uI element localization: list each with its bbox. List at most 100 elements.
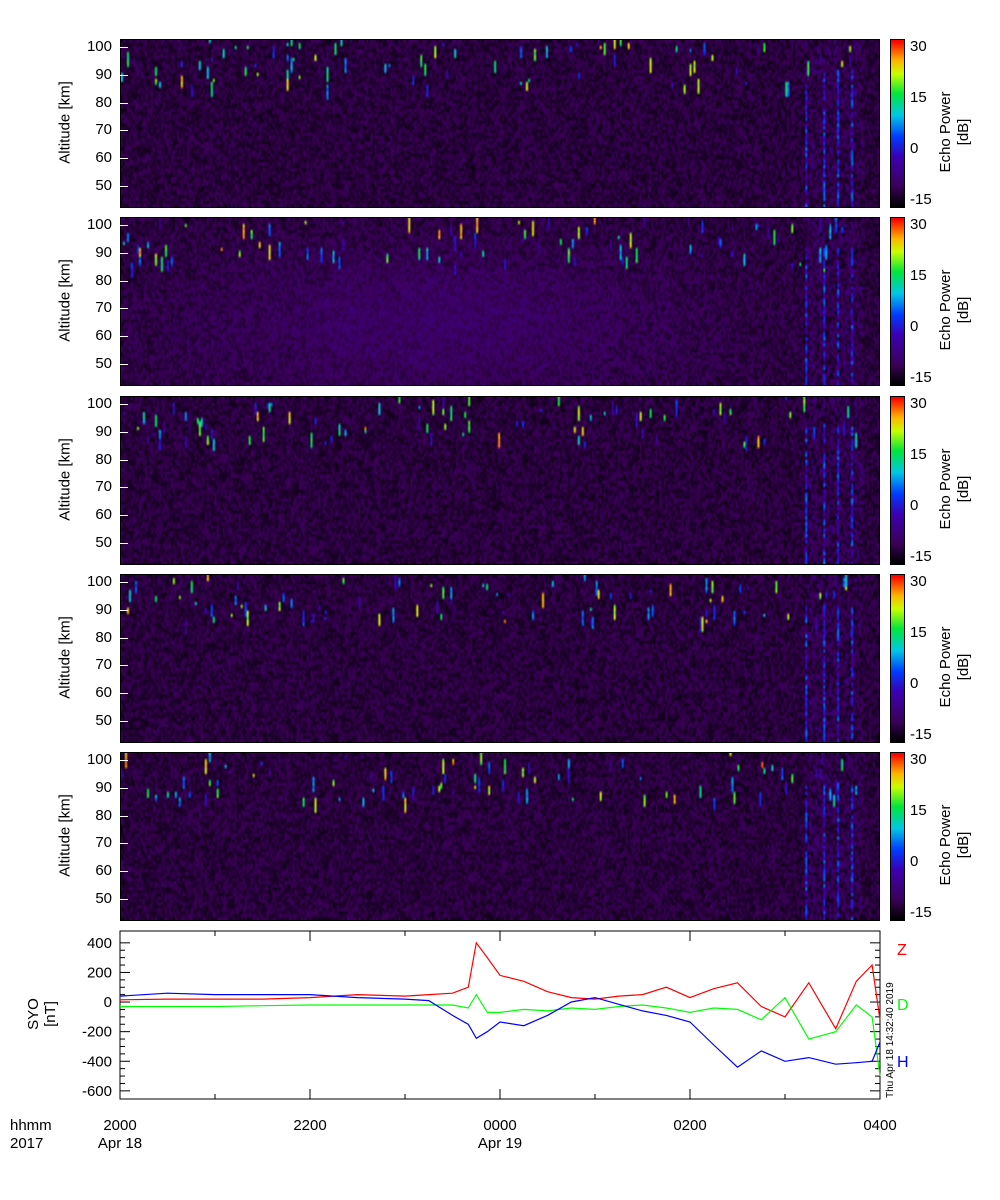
y-tick-mark <box>120 158 128 160</box>
colorbar-tick-label: 30 <box>910 216 927 234</box>
echo-power-heatmap <box>121 575 879 742</box>
x-tick-label: 0200 <box>673 1117 706 1134</box>
y-tick-mark <box>120 75 128 77</box>
y-tick-label: 100 <box>86 216 112 234</box>
x-date-label: Apr 19 <box>478 1135 522 1152</box>
y-tick-label: -600 <box>82 1083 112 1100</box>
y-tick-label: 70 <box>95 834 112 852</box>
y-tick-label: 70 <box>95 656 112 674</box>
y-tick-mark <box>120 487 128 489</box>
y-tick-mark <box>120 280 128 282</box>
y-tick-label: -200 <box>82 1024 112 1041</box>
x-tick-label: 2000 <box>103 1117 136 1134</box>
y-tick-mark <box>120 898 128 900</box>
y-tick-label: 90 <box>95 779 112 797</box>
legend-label-D: D <box>897 997 909 1014</box>
colorbar <box>890 574 905 743</box>
x-axis-row-label: 2017 <box>10 1135 43 1152</box>
y-tick-mark <box>120 308 128 310</box>
colorbar-tick-label: -15 <box>910 368 932 386</box>
colorbar-gradient <box>891 40 904 207</box>
colorbar-tick-label: -15 <box>910 725 932 743</box>
x-tick-label: 0400 <box>863 1117 896 1134</box>
y-tick-label: 60 <box>95 862 112 880</box>
y-tick-label: 100 <box>86 38 112 56</box>
y-tick-mark <box>120 665 128 667</box>
colorbar-tick-label: 15 <box>910 267 927 285</box>
colorbar <box>890 39 905 208</box>
colorbar-tick-label: 0 <box>910 852 919 870</box>
y-tick-label: 200 <box>87 964 112 981</box>
y-tick-label: 80 <box>95 93 112 111</box>
y-tick-label: -400 <box>82 1053 112 1070</box>
colorbar-tick-label: 15 <box>910 446 927 464</box>
y-tick-mark <box>120 693 128 695</box>
y-tick-mark <box>120 459 128 461</box>
echo-power-panel-1 <box>120 39 880 208</box>
echo-power-panel-3 <box>120 396 880 565</box>
colorbar-gradient <box>891 397 904 564</box>
colorbar <box>890 752 905 921</box>
colorbar-gradient <box>891 218 904 385</box>
colorbar-gradient <box>891 575 904 742</box>
y-tick-label: 50 <box>95 176 112 194</box>
y-tick-mark <box>120 788 128 790</box>
colorbar-tick-label: -15 <box>910 903 932 921</box>
y-tick-label: 50 <box>95 354 112 372</box>
y-tick-label: 100 <box>86 395 112 413</box>
x-axis-row-label: hhmm <box>10 1117 52 1134</box>
legend-label-Z: Z <box>897 942 907 959</box>
legend-label-H: H <box>897 1054 909 1071</box>
y-tick-label: 90 <box>95 244 112 262</box>
colorbar-tick-label: -15 <box>910 190 932 208</box>
y-tick-mark <box>120 336 128 338</box>
colorbar-tick-label: 0 <box>910 496 919 514</box>
echo-power-heatmap <box>121 397 879 564</box>
y-tick-label: 80 <box>95 271 112 289</box>
y-tick-mark <box>120 404 128 406</box>
series-line-D <box>120 993 881 1077</box>
echo-power-panel-2 <box>120 217 880 386</box>
x-date-label: Apr 18 <box>98 1135 142 1152</box>
y-tick-mark <box>120 432 128 434</box>
echo-power-heatmap <box>121 218 879 385</box>
echo-power-heatmap <box>121 40 879 207</box>
series-line-H <box>119 992 881 1068</box>
series-line-Z <box>119 941 881 1031</box>
y-tick-mark <box>120 185 128 187</box>
y-tick-label: 100 <box>86 751 112 769</box>
y-tick-label: 60 <box>95 149 112 167</box>
echo-power-heatmap <box>121 753 879 920</box>
colorbar-tick-label: 30 <box>910 38 927 56</box>
colorbar-tick-label: 15 <box>910 89 927 107</box>
colorbar-tick-label: 30 <box>910 751 927 769</box>
colorbar-tick-label: 0 <box>910 674 919 692</box>
colorbar-gradient <box>891 753 904 920</box>
y-tick-label: 90 <box>95 601 112 619</box>
y-tick-mark <box>120 760 128 762</box>
x-tick-label: 2200 <box>293 1117 326 1134</box>
y-tick-mark <box>120 47 128 49</box>
colorbar-tick-label: -15 <box>910 547 932 565</box>
colorbar <box>890 396 905 565</box>
y-tick-label: 90 <box>95 423 112 441</box>
y-tick-label: 50 <box>95 711 112 729</box>
colorbar <box>890 217 905 386</box>
colorbar-tick-label: 15 <box>910 802 927 820</box>
x-tick-label: 0000 <box>483 1117 516 1134</box>
y-tick-label: 60 <box>95 327 112 345</box>
y-tick-label: 50 <box>95 533 112 551</box>
y-tick-label: 70 <box>95 299 112 317</box>
y-tick-label: 50 <box>95 889 112 907</box>
y-tick-label: 60 <box>95 684 112 702</box>
y-tick-label: 90 <box>95 66 112 84</box>
colorbar-tick-label: 0 <box>910 317 919 335</box>
y-tick-mark <box>120 253 128 255</box>
y-tick-label: 0 <box>104 994 112 1011</box>
timestamp: Thu Apr 18 14:32:40 2019 <box>885 982 896 1098</box>
y-tick-mark <box>120 582 128 584</box>
y-tick-label: 100 <box>86 573 112 591</box>
y-tick-mark <box>120 130 128 132</box>
y-axis-label: SYO <box>25 998 42 1030</box>
